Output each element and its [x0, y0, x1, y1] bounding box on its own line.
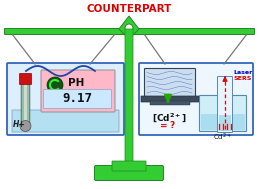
FancyBboxPatch shape [4, 29, 255, 35]
FancyBboxPatch shape [139, 63, 253, 135]
FancyBboxPatch shape [95, 166, 163, 180]
Text: $\mathbf{=?}$: $\mathbf{=?}$ [158, 119, 176, 130]
FancyBboxPatch shape [125, 29, 133, 171]
Circle shape [125, 24, 133, 32]
Text: Laser: Laser [233, 70, 252, 74]
Text: $\mathbf{[Cd^{2+}]}$: $\mathbf{[Cd^{2+}]}$ [152, 111, 187, 124]
FancyBboxPatch shape [145, 68, 196, 98]
FancyBboxPatch shape [7, 63, 124, 135]
Text: $\mathrm{Cd^{2+}}$: $\mathrm{Cd^{2+}}$ [213, 132, 233, 143]
FancyBboxPatch shape [141, 96, 199, 102]
FancyBboxPatch shape [218, 77, 233, 132]
Text: PH: PH [68, 78, 84, 88]
FancyBboxPatch shape [12, 110, 119, 132]
Text: COUNTERPART: COUNTERPART [86, 4, 172, 14]
Text: SERS: SERS [233, 75, 251, 81]
FancyBboxPatch shape [44, 90, 112, 108]
FancyBboxPatch shape [41, 70, 115, 112]
FancyBboxPatch shape [24, 83, 27, 127]
FancyBboxPatch shape [21, 78, 30, 130]
FancyBboxPatch shape [150, 101, 190, 105]
FancyBboxPatch shape [199, 95, 247, 132]
Text: H+: H+ [13, 120, 26, 129]
FancyBboxPatch shape [112, 161, 146, 171]
Polygon shape [119, 16, 139, 39]
Circle shape [20, 121, 31, 132]
FancyBboxPatch shape [219, 115, 231, 131]
FancyBboxPatch shape [19, 74, 32, 84]
Circle shape [47, 77, 63, 93]
FancyBboxPatch shape [201, 114, 245, 130]
Text: 9.17: 9.17 [62, 92, 92, 105]
